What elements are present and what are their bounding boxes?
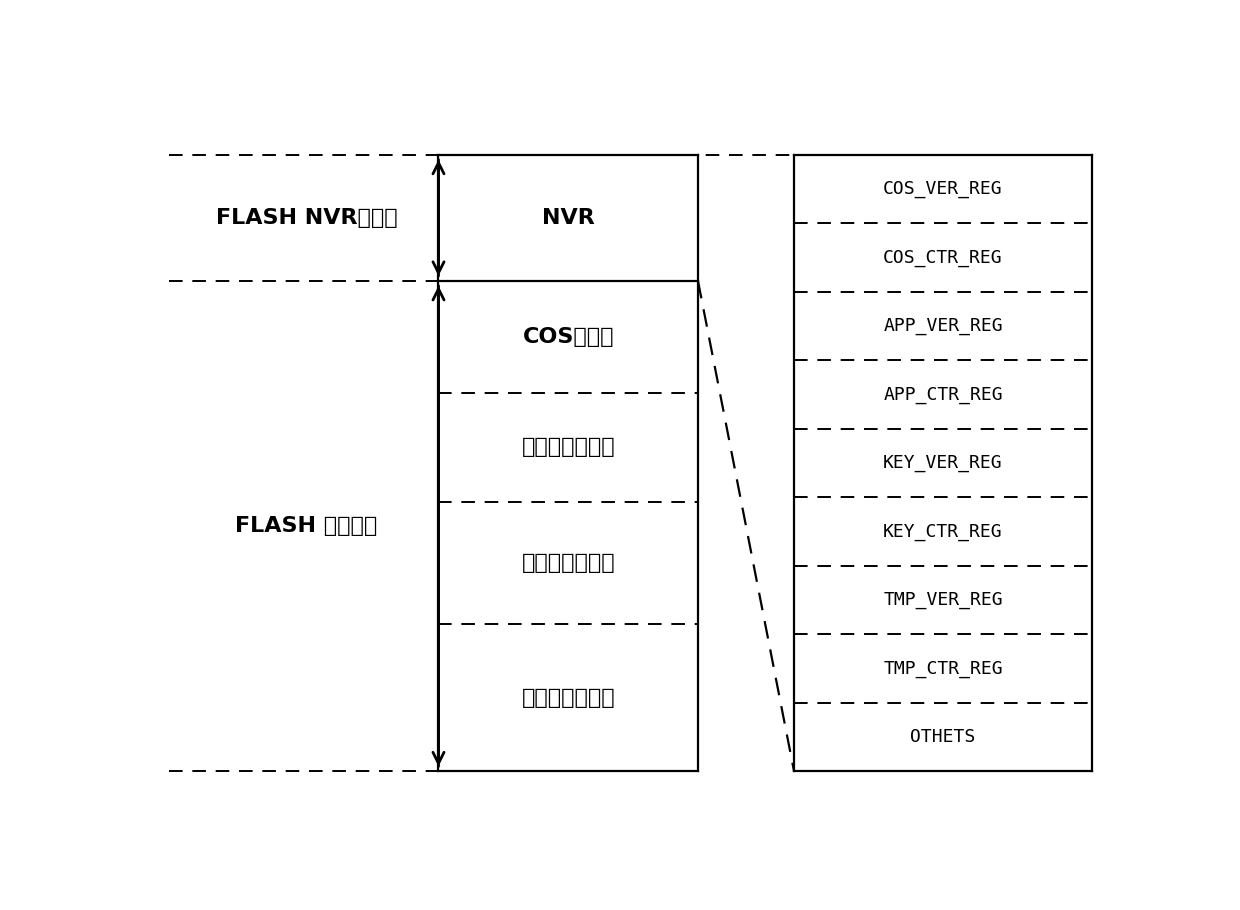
Text: KEY_CTR_REG: KEY_CTR_REG — [883, 522, 1003, 541]
Text: COS存储区: COS存储区 — [522, 327, 614, 347]
Text: TMP_VER_REG: TMP_VER_REG — [883, 592, 1003, 609]
Text: KEY_VER_REG: KEY_VER_REG — [883, 454, 1003, 472]
Text: APP_VER_REG: APP_VER_REG — [883, 317, 1003, 335]
Text: FLASH 主存储区: FLASH 主存储区 — [236, 516, 377, 536]
Text: 临时数据存储区: 临时数据存储区 — [521, 688, 615, 708]
Text: TMP_CTR_REG: TMP_CTR_REG — [883, 660, 1003, 678]
Text: FLASH NVR存储区: FLASH NVR存储区 — [216, 207, 397, 228]
Text: NVR: NVR — [542, 207, 595, 228]
Text: 应用程序存储区: 应用程序存储区 — [521, 438, 615, 458]
Text: COS_VER_REG: COS_VER_REG — [883, 180, 1003, 198]
Text: APP_CTR_REG: APP_CTR_REG — [883, 386, 1003, 403]
Text: COS_CTR_REG: COS_CTR_REG — [883, 248, 1003, 267]
Text: OTHETS: OTHETS — [910, 728, 976, 746]
Text: 关键数据存储区: 关键数据存储区 — [521, 553, 615, 573]
